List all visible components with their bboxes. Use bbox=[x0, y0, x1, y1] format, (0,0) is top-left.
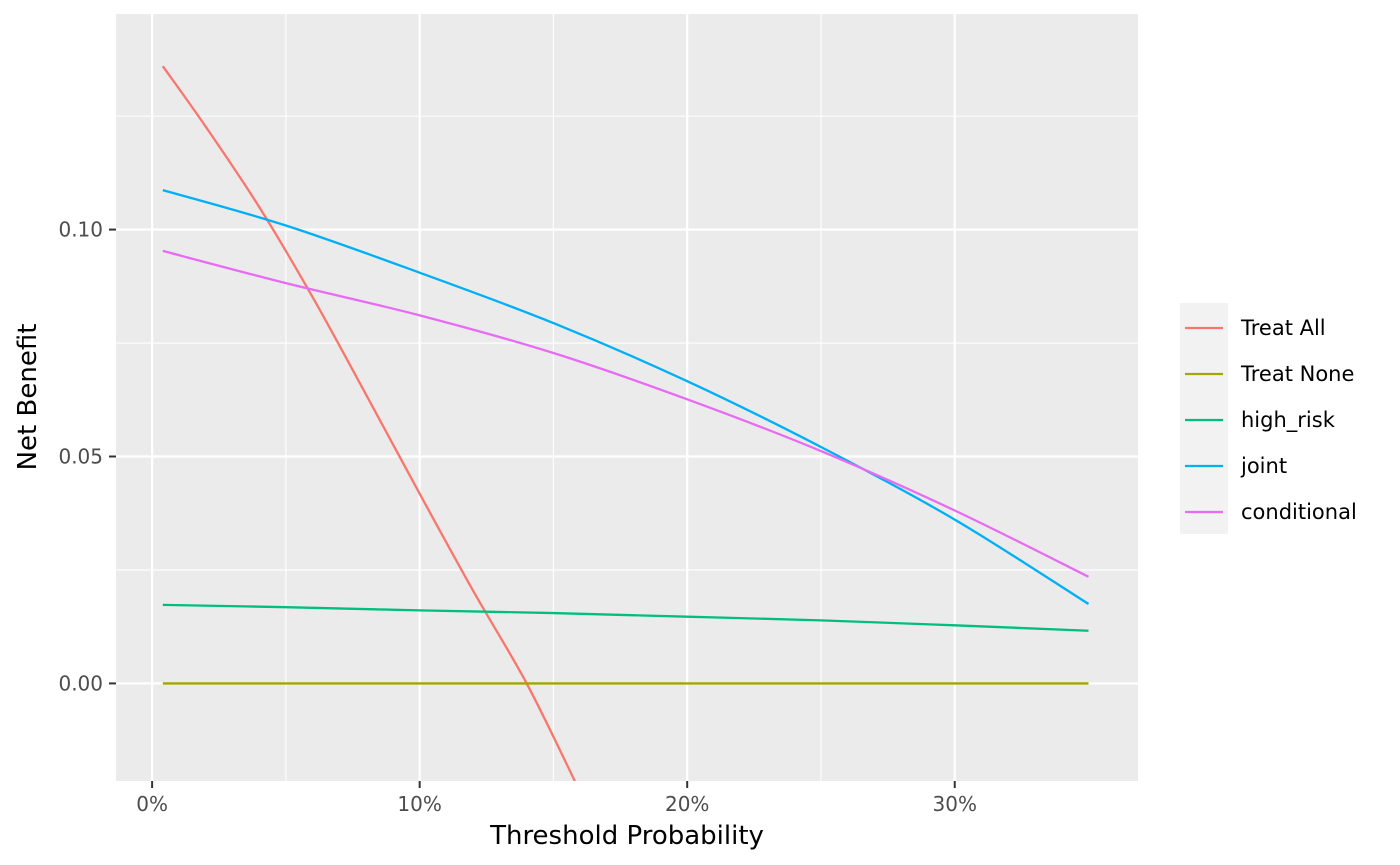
series-lines bbox=[161, 65, 1090, 781]
legend-label-treat-all: Treat All bbox=[1240, 316, 1326, 340]
x-tick-label: 0% bbox=[136, 792, 168, 816]
series-line-conditional bbox=[162, 249, 1090, 578]
plot-panel bbox=[116, 14, 1138, 781]
y-axis-title: Net Benefit bbox=[13, 324, 43, 471]
y-axis: 0.00 0.05 0.10 bbox=[58, 218, 116, 695]
legend-label-joint: joint bbox=[1240, 454, 1287, 478]
x-axis-title: Threshold Probability bbox=[489, 821, 764, 851]
legend-label-high-risk: high_risk bbox=[1241, 408, 1336, 433]
series-line-joint bbox=[162, 188, 1090, 605]
legend-label-conditional: conditional bbox=[1241, 500, 1357, 524]
y-tick-label: 0.05 bbox=[58, 445, 103, 469]
series-line-high-risk bbox=[162, 603, 1089, 632]
x-axis: 0% 10% 20% 30% bbox=[136, 781, 977, 816]
y-tick-label: 0.10 bbox=[58, 218, 103, 242]
series-line-treat-all bbox=[161, 65, 576, 781]
x-tick-label: 30% bbox=[933, 792, 977, 816]
legend-background bbox=[1180, 303, 1228, 534]
legend-label-treat-none: Treat None bbox=[1240, 362, 1354, 386]
x-tick-label: 10% bbox=[397, 792, 441, 816]
x-tick-label: 20% bbox=[665, 792, 709, 816]
minor-gridlines bbox=[116, 14, 1138, 781]
y-tick-label: 0.00 bbox=[58, 671, 103, 695]
